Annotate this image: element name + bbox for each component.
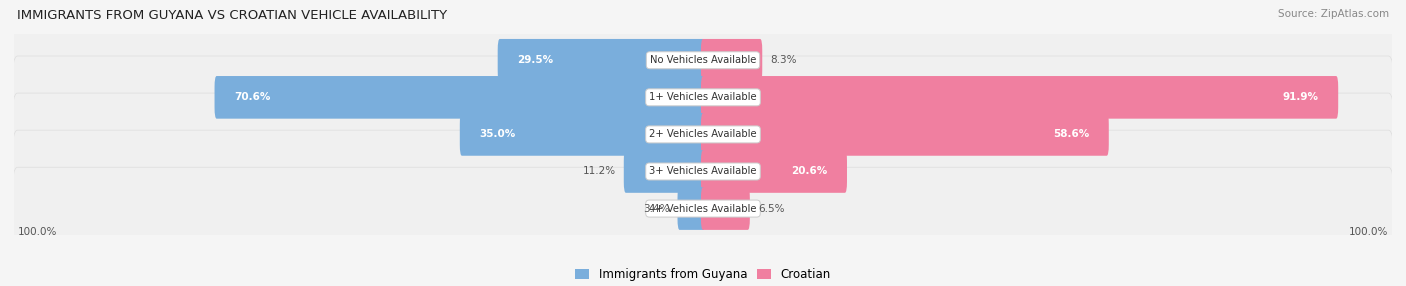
Text: 100.0%: 100.0% — [1350, 227, 1389, 237]
Text: 6.5%: 6.5% — [758, 204, 785, 214]
FancyBboxPatch shape — [702, 187, 749, 230]
FancyBboxPatch shape — [702, 113, 1109, 156]
FancyBboxPatch shape — [215, 76, 704, 119]
Text: Source: ZipAtlas.com: Source: ZipAtlas.com — [1278, 9, 1389, 19]
FancyBboxPatch shape — [678, 187, 704, 230]
Text: 58.6%: 58.6% — [1053, 130, 1090, 139]
Text: No Vehicles Available: No Vehicles Available — [650, 55, 756, 65]
Text: 20.6%: 20.6% — [792, 166, 828, 176]
FancyBboxPatch shape — [624, 150, 704, 193]
FancyBboxPatch shape — [460, 113, 704, 156]
Text: 35.0%: 35.0% — [479, 130, 516, 139]
FancyBboxPatch shape — [702, 150, 846, 193]
FancyBboxPatch shape — [13, 56, 1393, 139]
Text: 11.2%: 11.2% — [582, 166, 616, 176]
Text: 70.6%: 70.6% — [233, 92, 270, 102]
Legend: Immigrants from Guyana, Croatian: Immigrants from Guyana, Croatian — [572, 265, 834, 285]
FancyBboxPatch shape — [13, 130, 1393, 213]
Text: 100.0%: 100.0% — [17, 227, 56, 237]
FancyBboxPatch shape — [702, 39, 762, 82]
FancyBboxPatch shape — [702, 76, 1339, 119]
Text: 29.5%: 29.5% — [517, 55, 553, 65]
Text: 8.3%: 8.3% — [770, 55, 797, 65]
Text: 3+ Vehicles Available: 3+ Vehicles Available — [650, 166, 756, 176]
Text: 3.4%: 3.4% — [643, 204, 669, 214]
Text: 4+ Vehicles Available: 4+ Vehicles Available — [650, 204, 756, 214]
Text: IMMIGRANTS FROM GUYANA VS CROATIAN VEHICLE AVAILABILITY: IMMIGRANTS FROM GUYANA VS CROATIAN VEHIC… — [17, 9, 447, 21]
FancyBboxPatch shape — [13, 93, 1393, 176]
Text: 2+ Vehicles Available: 2+ Vehicles Available — [650, 130, 756, 139]
Text: 1+ Vehicles Available: 1+ Vehicles Available — [650, 92, 756, 102]
FancyBboxPatch shape — [13, 167, 1393, 250]
Text: 91.9%: 91.9% — [1282, 92, 1319, 102]
FancyBboxPatch shape — [498, 39, 704, 82]
FancyBboxPatch shape — [13, 19, 1393, 102]
